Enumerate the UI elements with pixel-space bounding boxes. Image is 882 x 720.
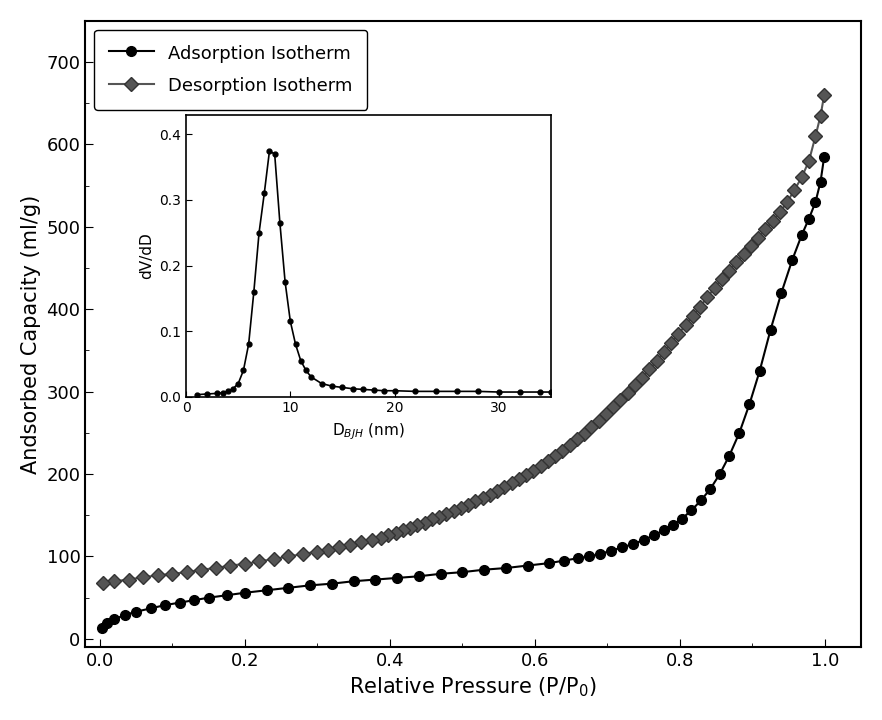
Desorption Isotherm: [323, 546, 333, 554]
X-axis label: Relative Pressure (P/P$_0$): Relative Pressure (P/P$_0$): [349, 675, 597, 699]
Y-axis label: Andsorbed Capacity (ml/g): Andsorbed Capacity (ml/g): [21, 194, 41, 474]
Adsorption Isotherm: [668, 521, 678, 529]
Adsorption Isotherm: [436, 570, 446, 578]
Legend: Adsorption Isotherm, Desorption Isotherm: Adsorption Isotherm, Desorption Isotherm: [94, 30, 367, 109]
Adsorption Isotherm: [818, 153, 829, 161]
Desorption Isotherm: [366, 536, 377, 544]
Desorption Isotherm: [528, 467, 539, 475]
Desorption Isotherm: [98, 579, 108, 588]
Adsorption Isotherm: [203, 593, 213, 602]
Adsorption Isotherm: [97, 624, 108, 632]
Desorption Isotherm: [818, 91, 829, 99]
Desorption Isotherm: [789, 186, 800, 194]
Desorption Isotherm: [557, 446, 568, 455]
Desorption Isotherm: [815, 112, 826, 120]
Line: Desorption Isotherm: Desorption Isotherm: [99, 90, 829, 588]
Adsorption Isotherm: [627, 540, 638, 549]
Adsorption Isotherm: [594, 549, 605, 558]
Line: Adsorption Isotherm: Adsorption Isotherm: [97, 152, 829, 633]
Adsorption Isotherm: [617, 543, 627, 552]
